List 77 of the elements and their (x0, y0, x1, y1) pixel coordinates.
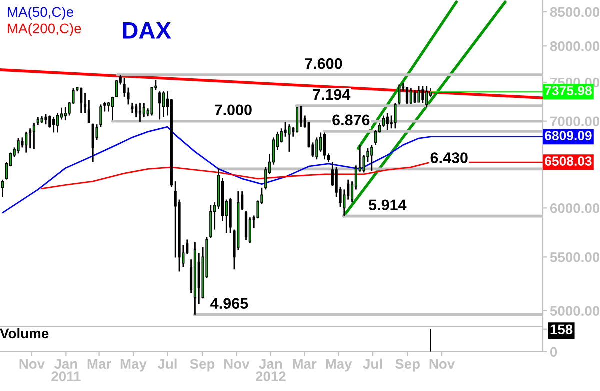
x-tick-label: Jul (158, 358, 177, 370)
candlestick (1, 179, 4, 198)
candlestick (138, 102, 142, 123)
x-tick-label: Nov (430, 359, 456, 370)
y-tick-label: 5500.00 (550, 252, 600, 262)
candlestick (127, 87, 130, 106)
annotation: 6508.03 (545, 156, 592, 166)
candlestick (131, 102, 134, 114)
annotation: 4.965 (210, 298, 248, 310)
y-tick-label: 0 (550, 347, 558, 358)
candlestick (92, 123, 94, 163)
candlestick (316, 136, 318, 160)
candlestick (80, 87, 83, 114)
annotation: 7.194 (313, 89, 351, 100)
candlestick (174, 180, 177, 258)
annotation: 6809.09 (545, 131, 592, 140)
annotation: 5.914 (369, 200, 407, 211)
x-tick-label: Jul (363, 358, 382, 370)
candlestick (162, 90, 166, 118)
candlestick (44, 113, 48, 126)
candlestick (21, 136, 24, 148)
y-tick-label: 8500.00 (550, 7, 600, 18)
annotation: 6.430 (430, 152, 468, 164)
candlestick (25, 131, 28, 154)
x-tick-label: Mar (293, 359, 317, 370)
y-tick-label: 6000.00 (550, 204, 600, 214)
x-tick-label: Nov (20, 359, 46, 370)
annotation: 7.000 (214, 104, 252, 116)
x-tick-label: Sep (395, 359, 420, 372)
candlestick (123, 77, 126, 98)
candlestick (115, 80, 118, 98)
candlestick (422, 86, 424, 104)
x-tick-label: Mar (88, 359, 112, 370)
candlestick (426, 86, 428, 108)
y-tick-label: 158 (550, 324, 573, 335)
candlestick (111, 96, 114, 122)
candlestick (158, 90, 162, 120)
x-tick-label: Jan 2011 (52, 359, 81, 382)
candlestick (134, 103, 138, 118)
x-tick-label: Jan 2012 (256, 359, 286, 382)
x-tick-label: Sep (190, 359, 215, 372)
candlestick (52, 116, 56, 134)
candlestick (64, 106, 67, 122)
candlestick (28, 128, 32, 150)
candlestick (406, 86, 409, 105)
y-tick-label: 7000.00 (550, 116, 600, 127)
x-tick-label: Nov (224, 359, 250, 370)
candlestick (418, 86, 420, 104)
text: DAX (123, 22, 172, 39)
x-tick-label: May (326, 359, 352, 372)
candlestick (56, 112, 60, 134)
candlestick (248, 216, 252, 244)
candlestick (410, 88, 412, 105)
candlestick (386, 112, 389, 131)
text: MA(50,C)e (8, 6, 74, 20)
x-tick-label: May (120, 359, 147, 372)
text: MA(200,C)e (8, 23, 82, 36)
candlestick (142, 102, 146, 118)
candlestick (414, 89, 416, 104)
candlestick (394, 102, 397, 130)
candlestick (398, 84, 401, 106)
candlestick (323, 132, 326, 160)
annotation: 6.876 (332, 114, 370, 126)
candlestick (32, 122, 36, 150)
candlestick (370, 144, 374, 172)
candlestick (100, 104, 102, 128)
chart-title: Volume (0, 328, 49, 339)
y-tick-label: 8000.00 (550, 41, 600, 52)
candlestick (288, 124, 291, 153)
candlestick (17, 138, 20, 154)
y-tick-label: 5000.00 (550, 306, 600, 316)
annotation: 7375.98 (545, 86, 592, 96)
candlestick (84, 92, 87, 114)
annotation: 7.600 (305, 58, 342, 70)
candlestick (88, 99, 91, 124)
candlestick (48, 115, 52, 129)
candlestick (280, 128, 283, 144)
